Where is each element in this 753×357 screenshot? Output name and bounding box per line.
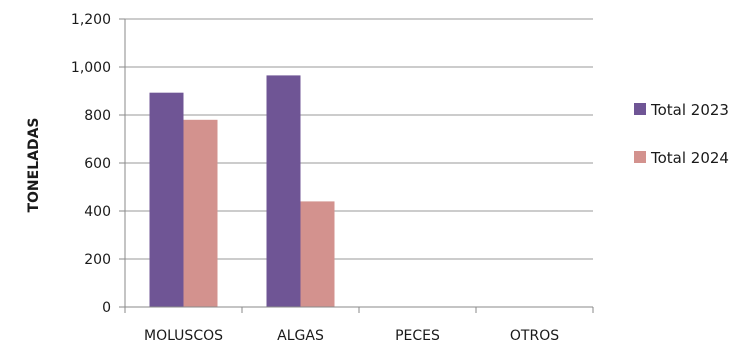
bar-moluscos-series-2 bbox=[183, 119, 218, 307]
y-tick-label: 1,000 bbox=[71, 60, 111, 76]
bar-algas-series-2 bbox=[300, 201, 335, 307]
legend-swatch bbox=[634, 103, 646, 115]
y-axis-label: TONELADAS bbox=[26, 117, 42, 212]
bars bbox=[149, 75, 335, 308]
x-tick-label: MOLUSCOS bbox=[144, 328, 223, 344]
x-tick-label: OTROS bbox=[510, 328, 559, 344]
y-tick-label: 400 bbox=[84, 204, 111, 220]
x-tick-label: ALGAS bbox=[277, 328, 324, 344]
bar-algas-series-1 bbox=[266, 75, 301, 308]
bar-moluscos-series-1 bbox=[149, 92, 184, 308]
y-tick-label: 0 bbox=[102, 300, 111, 316]
x-tick-labels: MOLUSCOS ALGAS PECES OTROS bbox=[144, 328, 559, 344]
y-tick-label: 600 bbox=[84, 156, 111, 172]
y-tick-label: 200 bbox=[84, 252, 111, 268]
y-tick-label: 800 bbox=[84, 108, 111, 124]
legend: Total 2023 Total 2024 bbox=[634, 101, 729, 167]
legend-swatch bbox=[634, 151, 646, 163]
y-tick-labels: 0 200 400 600 800 1,000 1,200 bbox=[71, 12, 111, 316]
legend-label: Total 2024 bbox=[650, 149, 729, 167]
y-tick-label: 1,200 bbox=[71, 12, 111, 28]
legend-label: Total 2023 bbox=[650, 101, 729, 119]
x-tick-label: PECES bbox=[395, 328, 440, 344]
axes bbox=[124, 19, 594, 313]
